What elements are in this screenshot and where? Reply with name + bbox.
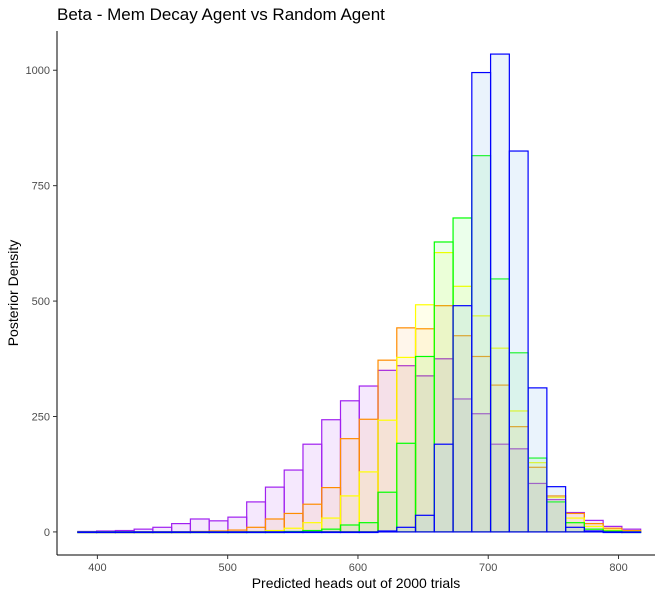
histogram-bars (77, 53, 642, 534)
y-tick-label: 500 (32, 296, 50, 308)
bar (358, 531, 379, 534)
series-5 (77, 53, 642, 534)
bar (414, 514, 435, 533)
bar (152, 526, 173, 533)
bar (489, 53, 510, 533)
bar (452, 305, 473, 533)
bar (433, 443, 454, 533)
bar (77, 531, 98, 534)
x-tick-label: 500 (218, 562, 236, 574)
bar (377, 530, 398, 533)
bar (414, 355, 435, 533)
chart-title: Beta - Mem Decay Agent vs Random Agent (57, 5, 385, 24)
series-3 (77, 252, 642, 534)
bar (339, 531, 360, 534)
bar (396, 442, 417, 533)
bar (602, 531, 623, 534)
bar (358, 522, 379, 533)
bar (508, 150, 529, 533)
bar (302, 531, 323, 534)
bar (133, 531, 154, 534)
x-tick-label: 700 (479, 562, 497, 574)
x-tick-label: 400 (88, 562, 106, 574)
bar (471, 71, 492, 533)
y-tick-label: 250 (32, 411, 50, 423)
bar (546, 486, 567, 533)
bar (583, 530, 604, 533)
x-tick-label: 800 (609, 562, 627, 574)
y-tick-label: 0 (44, 527, 50, 539)
bar (527, 387, 548, 533)
bar (283, 531, 304, 534)
bar (189, 518, 210, 533)
axis-ticks: 400 500 600 700 800 0 250 500 750 1000 (26, 65, 628, 574)
bar (227, 531, 248, 534)
bar (321, 531, 342, 534)
bar (171, 531, 192, 534)
bar (264, 531, 285, 534)
x-axis-title: Predicted heads out of 2000 trials (252, 575, 461, 591)
bar (377, 491, 398, 533)
bar (246, 531, 267, 534)
bar (189, 531, 210, 534)
bar (208, 531, 229, 534)
bar (208, 520, 229, 533)
y-tick-label: 1000 (26, 65, 50, 77)
y-tick-label: 750 (32, 181, 50, 193)
bar (339, 524, 360, 533)
bar (621, 531, 642, 534)
bar (565, 526, 585, 533)
y-axis-title: Posterior Density (5, 240, 21, 347)
bar (114, 531, 135, 534)
bar (152, 531, 173, 534)
bar (396, 526, 417, 533)
bar (96, 531, 116, 534)
x-tick-label: 600 (349, 562, 367, 574)
bar (171, 523, 192, 533)
